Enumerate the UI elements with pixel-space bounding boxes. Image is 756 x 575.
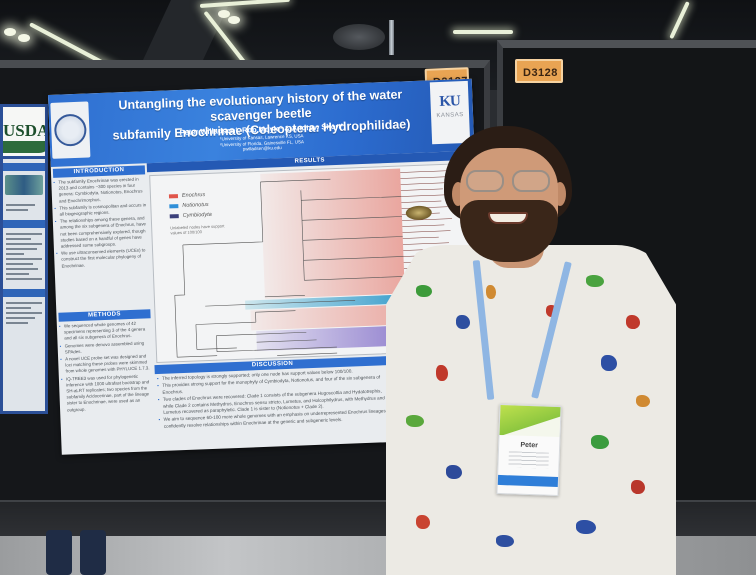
ceiling-light-strip xyxy=(453,30,513,34)
badge-footer-band xyxy=(497,474,559,488)
badge-details xyxy=(508,451,549,469)
presenter-head xyxy=(444,126,572,266)
booth-number-tag: D3128 xyxy=(515,59,563,83)
introduction-text: The subfamily Enochrinae was erected in … xyxy=(53,176,148,270)
usda-logo-text: USDA xyxy=(3,121,48,140)
university-seal-logo xyxy=(50,101,91,159)
neighbor-poster-figure xyxy=(5,175,43,195)
background-person-legs xyxy=(46,530,126,575)
ceiling-light xyxy=(218,10,230,18)
glasses xyxy=(462,170,558,194)
presenter-person: Peter xyxy=(380,120,680,575)
usda-logo: USDA xyxy=(3,107,45,159)
badge-header-graphic xyxy=(499,404,561,438)
ceiling-light xyxy=(228,16,240,24)
badge-name: Peter xyxy=(520,441,539,450)
discussion-text: The inferred topology is strongly suppor… xyxy=(157,367,393,431)
name-badge: Peter xyxy=(496,403,562,497)
ku-logo-subtext: KANSAS xyxy=(436,112,464,120)
neighbor-poster-usda: USDA xyxy=(0,104,48,414)
beard xyxy=(460,200,558,262)
ceiling-vent xyxy=(333,24,385,50)
methods-text: We sequenced whole genomes of 42 specime… xyxy=(59,320,154,414)
ceiling-pipe xyxy=(389,20,394,55)
ku-logo-text: KU xyxy=(438,93,461,110)
ceiling-light xyxy=(4,28,16,36)
smile xyxy=(488,212,528,224)
ceiling-light-strip xyxy=(669,1,690,40)
ceiling-light xyxy=(18,34,30,42)
